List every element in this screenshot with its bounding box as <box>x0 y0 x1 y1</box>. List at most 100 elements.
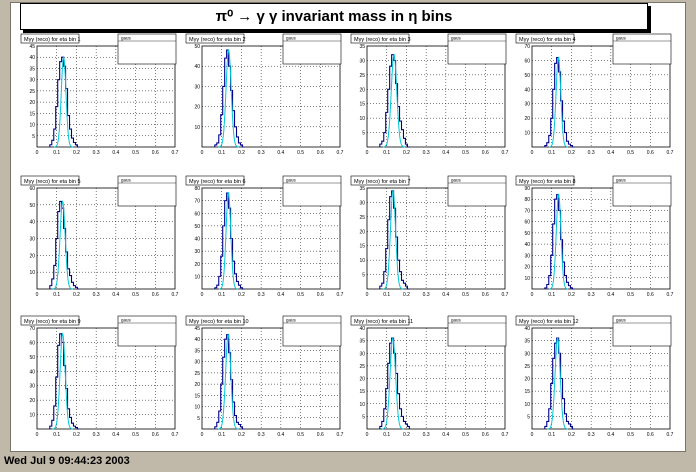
stats-fit-name: gaus <box>451 36 462 41</box>
stats-fit-name: gaus <box>616 36 627 41</box>
y-tick-label: 5 <box>197 416 200 422</box>
x-tick-label: 0.1 <box>383 292 390 298</box>
histogram-series <box>214 334 245 430</box>
y-tick-label: 30 <box>29 237 35 243</box>
histogram-pad-11: 5 10 15 20 25 30 35 40 0 0.1 0.2 0.3 0.4 0.5 0.6 0.7 Mγγ… <box>350 315 509 438</box>
stats-box <box>282 315 342 347</box>
y-tick-label: 35 <box>194 348 200 354</box>
x-tick-label: 0.7 <box>337 432 344 438</box>
histogram-series <box>214 49 245 148</box>
pad-title-box <box>185 175 245 186</box>
y-tick-label: 20 <box>359 87 365 93</box>
x-tick-label: 0.2 <box>73 150 80 156</box>
x-tick-label: 0.4 <box>442 292 449 298</box>
y-tick-label: 25 <box>359 364 365 370</box>
pad-title-box <box>185 33 245 44</box>
x-tick-label: 0.7 <box>172 150 179 156</box>
y-tick-label: 30 <box>29 384 35 390</box>
pad-title-box <box>20 315 80 326</box>
x-tick-label: 0.1 <box>218 432 225 438</box>
x-tick-label: 0.4 <box>442 150 449 156</box>
x-tick-label: 0.6 <box>152 292 159 298</box>
y-tick-label: 35 <box>359 44 365 50</box>
y-tick-label: 45 <box>29 44 35 50</box>
pad-title: Mγγ (reco) for eta bin 11 <box>354 319 413 325</box>
x-tick-label: 0.1 <box>548 432 555 438</box>
plot-frame <box>201 327 341 430</box>
histogram-pad-6: 10 20 30 40 50 60 70 80 0 0.1 0.2 0.3 0.4 0.5 0.6 0.7 Mγ… <box>185 175 344 298</box>
x-tick-label: 0.7 <box>667 150 674 156</box>
x-tick-label: 0.3 <box>93 150 100 156</box>
x-tick-label: 0.3 <box>258 150 265 156</box>
y-tick-label: 30 <box>524 253 530 259</box>
x-tick-label: 0.3 <box>423 292 430 298</box>
x-tick-label: 0.2 <box>568 150 575 156</box>
y-tick-label: 60 <box>524 58 530 64</box>
x-tick-label: 0 <box>531 432 534 438</box>
y-tick-label: 20 <box>524 116 530 122</box>
y-tick-label: 60 <box>524 220 530 226</box>
histogram-series <box>544 337 575 430</box>
x-tick-label: 0 <box>201 292 204 298</box>
x-tick-label: 0.3 <box>588 292 595 298</box>
y-tick-label: 60 <box>29 340 35 346</box>
x-tick-label: 0.1 <box>383 432 390 438</box>
x-tick-label: 0.6 <box>317 292 324 298</box>
y-tick-label: 10 <box>359 116 365 122</box>
x-tick-label: 0.7 <box>172 432 179 438</box>
pad-title-box <box>515 315 575 326</box>
x-tick-label: 0.1 <box>548 292 555 298</box>
x-tick-label: 0.5 <box>462 150 469 156</box>
y-tick-label: 40 <box>194 337 200 343</box>
x-tick-label: 0.2 <box>403 150 410 156</box>
y-tick-label: 30 <box>194 360 200 366</box>
y-tick-label: 70 <box>524 44 530 50</box>
pad-title: Mγγ (reco) for eta bin 1 <box>24 37 81 43</box>
y-tick-label: 40 <box>359 326 365 332</box>
x-tick-label: 0.5 <box>627 292 634 298</box>
timestamp-label: Wed Jul 9 09:44:23 2003 <box>4 455 130 467</box>
histogram-series <box>544 194 575 290</box>
y-tick-label: 30 <box>524 102 530 108</box>
x-tick-label: 0.1 <box>218 150 225 156</box>
x-tick-label: 0.4 <box>112 432 119 438</box>
x-tick-label: 0.3 <box>423 150 430 156</box>
y-tick-label: 90 <box>524 186 530 192</box>
y-tick-label: 40 <box>194 237 200 243</box>
y-tick-label: 20 <box>359 229 365 235</box>
x-tick-label: 0.5 <box>297 292 304 298</box>
stats-fit-name: gaus <box>451 318 462 323</box>
histogram-series <box>214 192 245 290</box>
y-tick-label: 80 <box>524 197 530 203</box>
y-tick-label: 50 <box>29 203 35 209</box>
y-tick-label: 30 <box>359 200 365 206</box>
x-tick-label: 0.5 <box>627 150 634 156</box>
root-canvas <box>10 2 686 452</box>
stats-fit-name: gaus <box>121 178 132 183</box>
plot-frame <box>531 187 671 290</box>
gaussian-fit-curve <box>382 53 406 148</box>
x-tick-label: 0.5 <box>462 292 469 298</box>
x-tick-label: 0.7 <box>667 432 674 438</box>
stats-box <box>282 33 342 65</box>
stats-box <box>117 315 177 347</box>
y-tick-label: 15 <box>29 111 35 117</box>
histogram-pad-12: 5 10 15 20 25 30 35 40 0 0.1 0.2 0.3 0.4 0.5 0.6 0.7 Mγγ… <box>515 315 674 438</box>
x-tick-label: 0.5 <box>462 432 469 438</box>
x-tick-label: 0.7 <box>667 292 674 298</box>
x-tick-label: 0.6 <box>317 432 324 438</box>
gaussian-fit-curve <box>52 332 73 430</box>
x-tick-label: 0 <box>366 292 369 298</box>
gaussian-fit-curve <box>52 200 73 290</box>
pad-title: Mγγ (reco) for eta bin 12 <box>519 319 579 325</box>
pad-title: Mγγ (reco) for eta bin 8 <box>519 179 576 185</box>
y-tick-label: 35 <box>524 339 530 345</box>
plot-frame <box>36 45 176 148</box>
gaussian-fit-curve <box>382 189 404 290</box>
x-tick-label: 0.1 <box>53 292 60 298</box>
y-tick-label: 15 <box>524 389 530 395</box>
x-tick-label: 0.4 <box>112 292 119 298</box>
x-tick-label: 0.6 <box>647 432 654 438</box>
y-tick-label: 10 <box>194 274 200 280</box>
x-tick-label: 0.2 <box>73 432 80 438</box>
